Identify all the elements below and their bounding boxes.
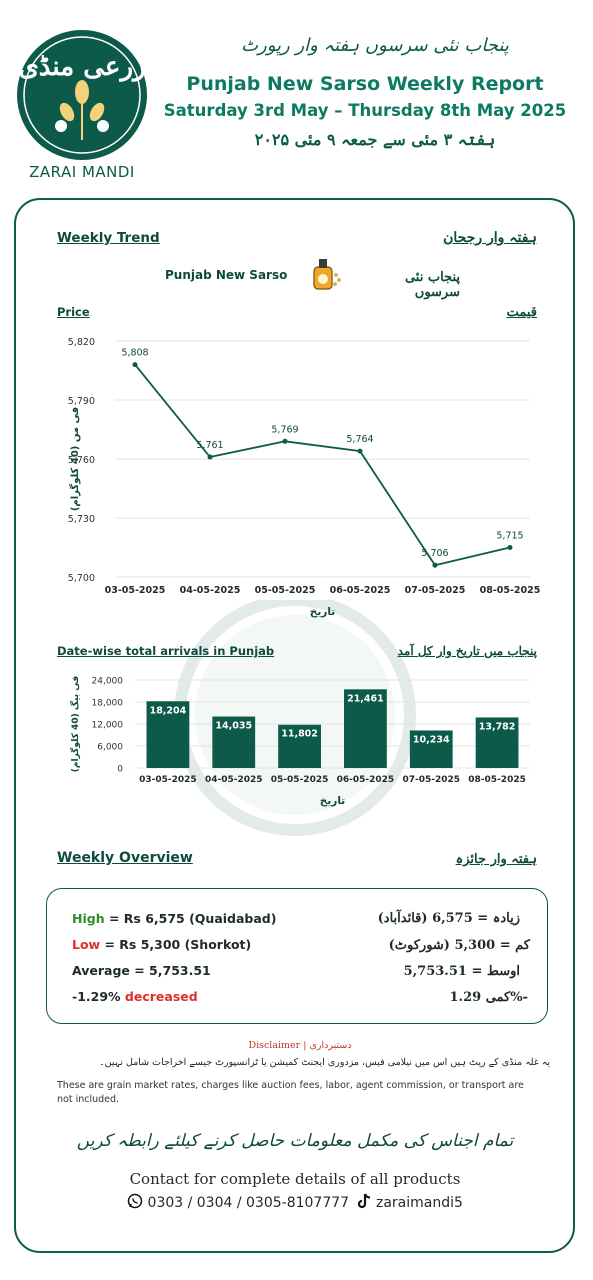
oil-bottle-icon (313, 259, 341, 290)
high-label: High (72, 911, 105, 926)
x-tick-label: 07-05-2025 (402, 775, 460, 785)
y-axis-label: فی بیگ (40 کلوگرام) (69, 676, 81, 773)
bar-data-label: 21,461 (347, 693, 384, 704)
data-point (282, 438, 288, 444)
overview-high-urdu: زیادہ = 6,575 (قائدآباد) (377, 911, 520, 926)
tiktok-handle[interactable]: zaraimandi5 (375, 1195, 463, 1211)
arrivals-title: Date-wise total arrivals in Punjab (57, 644, 275, 658)
bar (409, 730, 453, 768)
y-tick-label: 5,820 (68, 337, 95, 348)
bar (278, 724, 321, 768)
overview-high: High = Rs 6,575 (Quaidabad) (72, 911, 276, 926)
overview-low-urdu: کم = 5,300 (شورکوٹ) (388, 938, 530, 953)
x-axis-label: تاریخ (310, 606, 335, 618)
x-tick-label: 04-05-2025 (180, 585, 241, 596)
y-tick-label: 0 (117, 765, 123, 775)
bar (212, 716, 256, 768)
low-label: Low (72, 937, 101, 952)
price-label-urdu: قیمت (506, 305, 537, 320)
overview-avg-urdu: اوسط = 5,753.51 (403, 964, 520, 979)
report-title: Punjab New Sarso Weekly Report (186, 73, 544, 95)
brand-name: ZARAI MANDI (29, 163, 135, 181)
y-tick-label: 6,000 (97, 743, 123, 753)
data-point (357, 448, 363, 454)
y-tick-label: 18,000 (92, 699, 124, 709)
y-tick-label: 5,700 (68, 573, 95, 584)
overview-low: Low = Rs 5,300 (Shorkot) (72, 937, 251, 952)
x-tick-label: 06-05-2025 (337, 775, 395, 785)
logo-wheat-icon (23, 36, 141, 154)
x-tick-label: 03-05-2025 (139, 775, 197, 785)
contact-urdu: تمام اجناس کی مکمل معلومات حاصل کرنے کیل… (76, 1131, 514, 1151)
product-name: Punjab New Sarso (165, 268, 288, 282)
weekly-overview-title: Weekly Overview (57, 850, 193, 866)
bar (344, 689, 387, 768)
bar-data-label: 14,035 (215, 721, 252, 732)
data-point (132, 362, 138, 368)
bar-data-label: 13,782 (479, 721, 516, 732)
overview-average: Average = 5,753.51 (72, 963, 211, 978)
data-point (207, 454, 213, 460)
phone-numbers[interactable]: 0303 / 0304 / 0305-8107777 (147, 1195, 350, 1211)
x-tick-label: 07-05-2025 (405, 585, 466, 596)
data-label: 5,808 (121, 348, 148, 359)
report-title-urdu: پنجاب نئی سرسوں ہفتہ وار رپورٹ (241, 35, 509, 56)
change-word: decreased (124, 989, 198, 1004)
weekly-trend-title-urdu: ہفتہ وار رجحان (443, 230, 537, 246)
low-value: = Rs 5,300 (Shorkot) (100, 937, 252, 952)
x-tick-label: 06-05-2025 (330, 585, 391, 596)
change-value: -1.29% (72, 989, 125, 1004)
x-tick-label: 05-05-2025 (271, 775, 329, 785)
price-line-chart: 5,700 5,730 5,760 5,790 5,820 فی من (40 کلوگر… (68, 337, 541, 618)
data-label: 5,706 (421, 548, 448, 559)
bar (475, 717, 519, 768)
whatsapp-icon (127, 1193, 143, 1209)
logo (17, 30, 147, 160)
y-axis-label: فی من (40 کلوگرام) (68, 407, 81, 511)
x-axis-label: تاریخ (320, 795, 345, 807)
bar-data-label: 10,234 (413, 734, 450, 745)
y-tick-label: 24,000 (92, 677, 124, 687)
report-date-range: Saturday 3rd May – Thursday 8th May 2025 (163, 101, 567, 120)
x-tick-label: 03-05-2025 (105, 585, 166, 596)
weekly-overview-title-urdu: ہفتہ وار جائزہ (455, 852, 537, 867)
disclaimer-english: These are grain market rates, charges li… (57, 1080, 524, 1105)
data-point (507, 545, 513, 550)
y-tick-label: 5,760 (68, 455, 95, 466)
x-tick-label: 08-05-2025 (480, 585, 541, 596)
product-name-urdu: پنجاب نئی سرسوں (404, 270, 460, 300)
overview-change: -1.29% decreased (72, 989, 198, 1004)
contact-line: 0303 / 0304 / 0305-8107777 zaraimandi5 (60, 1193, 530, 1211)
bar-data-label: 11,802 (281, 729, 318, 740)
y-tick-label: 5,790 (68, 396, 95, 407)
data-label: 5,769 (271, 424, 298, 435)
arrivals-bar-chart: 0 6,000 12,000 18,000 24,000 فی بیگ (40 کلوگر… (69, 676, 530, 807)
bar (146, 701, 190, 768)
report-date-urdu: ہفتہ ۳ مئی سے جمعہ ۹ مئی ۲۰۲۵ (254, 130, 496, 149)
overview-change-urdu: کمی 1.29%- (449, 990, 529, 1005)
report-card (14, 198, 575, 1253)
high-value: = Rs 6,575 (Quaidabad) (104, 911, 277, 926)
x-tick-label: 04-05-2025 (205, 775, 263, 785)
bar-data-label: 18,204 (150, 705, 187, 716)
arrivals-title-urdu: پنجاب میں تاریخ وار کل آمد (397, 644, 537, 658)
tiktok-icon (357, 1193, 370, 1209)
disclaimer-urdu: یہ غلہ منڈی کے ریٹ ہیں اس میں نیلامی فیس… (99, 1057, 550, 1068)
y-tick-label: 12,000 (92, 721, 124, 731)
x-tick-label: 05-05-2025 (255, 585, 316, 596)
weekly-trend-title: Weekly Trend (57, 230, 160, 246)
overview-box (46, 888, 548, 1024)
disclaimer-title: Disclaimer | دستبرداری (248, 1040, 352, 1051)
data-label: 5,761 (196, 440, 223, 451)
y-tick-label: 5,730 (68, 514, 95, 525)
x-tick-label: 08-05-2025 (468, 775, 526, 785)
data-label: 5,764 (346, 434, 373, 445)
price-series-line (134, 364, 511, 567)
data-point (432, 562, 438, 568)
data-label: 5,715 (496, 531, 523, 542)
price-label: Price (57, 305, 90, 319)
contact-english: Contact for complete details of all prod… (129, 1170, 461, 1188)
logo-urdu-text: زرعی منڈی (18, 52, 146, 82)
